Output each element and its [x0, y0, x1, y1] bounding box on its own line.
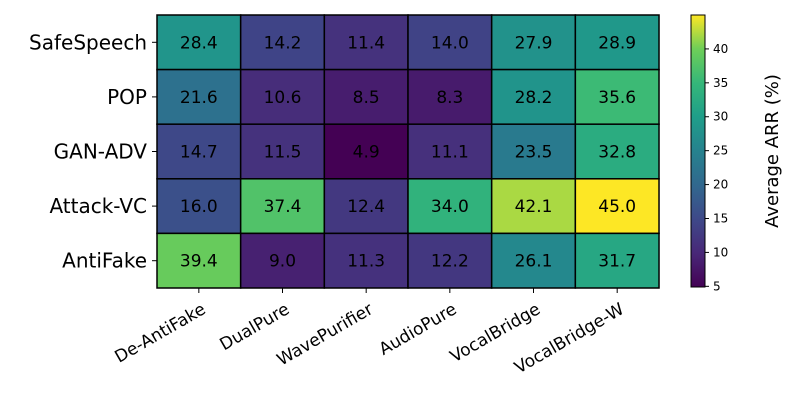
heatmap-cell	[407, 232, 493, 289]
cell-value-label: 27.9	[515, 33, 553, 53]
cell-value-label: 12.4	[347, 197, 385, 217]
heatmap-cell	[574, 178, 660, 235]
heatmap-cells: 28.4 14.2 11.4 14.0 27.9 28.9 21.6 10.6 8.5 8.3 28…	[156, 14, 660, 289]
colorbar-label: Average ARR (%)	[762, 74, 783, 228]
cell-value-label: 31.7	[598, 252, 636, 272]
cell-value-label: 35.6	[598, 88, 636, 108]
cell-value-label: 14.7	[180, 143, 218, 163]
cell-value-label: 42.1	[515, 197, 553, 217]
heatmap-cell	[156, 178, 242, 235]
cell-value-label: 11.5	[264, 143, 302, 163]
column-label: De-AntiFake	[111, 299, 209, 367]
heatmap-cell	[407, 123, 493, 180]
colorbar-gradient	[690, 14, 706, 288]
cell-value-label: 11.4	[347, 33, 385, 53]
heatmap-cell	[574, 232, 660, 289]
cell-value-label: 28.9	[598, 33, 636, 53]
heatmap-cell	[239, 14, 326, 71]
cell-value-label: 28.2	[515, 88, 553, 108]
colorbar-tick-label: 10	[713, 245, 728, 259]
heatmap-cell	[156, 14, 242, 71]
cell-value-label: 16.0	[180, 197, 218, 217]
heatmap-cell	[574, 68, 660, 125]
heatmap-cell	[574, 123, 660, 180]
heatmap-cell	[574, 14, 660, 71]
cell-value-label: 11.1	[431, 143, 469, 163]
heatmap-cell	[239, 123, 326, 180]
cell-value-label: 26.1	[515, 252, 553, 272]
cell-value-label: 14.0	[431, 33, 469, 53]
cell-value-label: 10.6	[264, 88, 302, 108]
colorbar-tick-label: 35	[713, 76, 728, 90]
heatmap-cell	[490, 232, 577, 289]
cell-value-label: 21.6	[180, 88, 218, 108]
cell-value-label: 9.0	[269, 252, 296, 272]
colorbar-tick-label: 30	[713, 110, 728, 124]
row-labels: SafeSpeech POP GAN-ADV Attack-VC AntiFake	[29, 30, 157, 273]
cell-value-label: 12.2	[431, 252, 469, 272]
column-label: WavePurifier	[274, 299, 377, 370]
cell-value-label: 11.3	[347, 252, 385, 272]
colorbar-tick-label: 25	[713, 144, 728, 158]
colorbar-tick-label: 20	[713, 178, 728, 192]
row-label: SafeSpeech	[29, 30, 147, 54]
cell-value-label: 8.3	[436, 88, 463, 108]
cell-value-label: 34.0	[431, 197, 469, 217]
cell-value-label: 39.4	[180, 252, 218, 272]
colorbar-tick-label: 40	[713, 42, 728, 56]
heatmap-cell	[490, 123, 577, 180]
heatmap-cell	[323, 178, 409, 235]
cell-value-label: 14.2	[264, 33, 302, 53]
cell-value-label: 23.5	[515, 143, 553, 163]
cell-value-label: 45.0	[598, 197, 636, 217]
cell-value-label: 8.5	[353, 88, 380, 108]
row-label: POP	[107, 85, 147, 109]
row-label: AntiFake	[62, 249, 147, 273]
cell-value-label: 37.4	[264, 197, 302, 217]
column-label: DualPure	[216, 299, 293, 355]
heatmap-cell	[239, 178, 326, 235]
heatmap-cell	[323, 232, 409, 289]
cell-value-label: 28.4	[180, 33, 218, 53]
heatmap-cell	[490, 178, 577, 235]
colorbar-tick-label: 5	[713, 279, 721, 293]
row-label: Attack-VC	[49, 194, 147, 218]
cell-value-label: 4.9	[353, 143, 380, 163]
heatmap-cell	[407, 178, 493, 235]
row-label: GAN-ADV	[54, 140, 148, 164]
heatmap-cell	[407, 68, 493, 125]
colorbar-tick-label: 15	[713, 211, 728, 225]
heatmap-cell	[239, 68, 326, 125]
colorbar-ticks: 5 10 15 20 25 30 35 40	[705, 42, 728, 293]
cell-value-label: 32.8	[598, 143, 636, 163]
colorbar: 5 10 15 20 25 30 35 40 Average ARR (%)	[690, 14, 783, 293]
